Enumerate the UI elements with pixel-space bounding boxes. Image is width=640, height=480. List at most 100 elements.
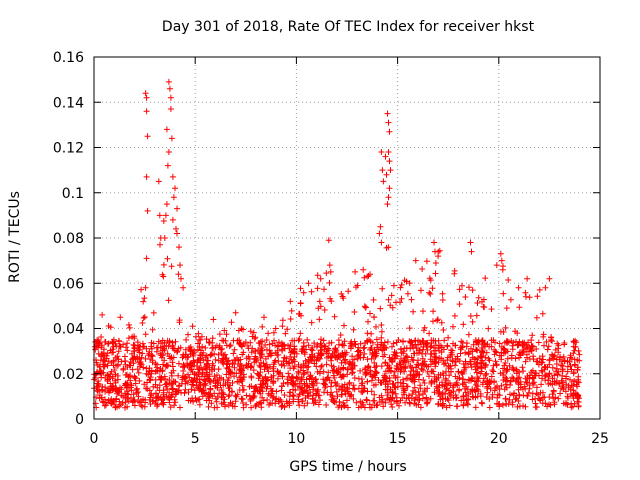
data-point xyxy=(458,338,465,345)
data-point xyxy=(462,294,469,300)
data-point xyxy=(252,334,259,341)
data-point xyxy=(427,344,434,351)
data-point xyxy=(386,185,393,192)
data-point xyxy=(146,387,153,394)
data-point xyxy=(175,360,182,367)
data-point xyxy=(481,304,488,311)
data-point xyxy=(451,270,458,277)
data-point xyxy=(216,342,223,349)
data-point xyxy=(168,135,175,142)
data-point xyxy=(125,335,132,342)
data-point xyxy=(455,368,462,375)
data-point xyxy=(549,364,556,371)
data-point xyxy=(373,363,380,370)
data-point xyxy=(477,393,484,400)
data-point xyxy=(341,357,348,364)
data-point xyxy=(411,374,418,381)
data-point xyxy=(523,351,530,358)
data-point xyxy=(351,356,358,363)
data-point xyxy=(513,395,520,402)
data-point xyxy=(489,367,496,374)
data-point xyxy=(249,395,255,402)
data-point xyxy=(335,369,342,376)
data-point xyxy=(368,355,375,362)
data-point xyxy=(469,348,476,355)
data-point xyxy=(539,375,545,382)
data-point xyxy=(296,310,303,317)
data-point xyxy=(461,364,468,371)
data-point xyxy=(131,402,138,409)
data-point xyxy=(314,368,321,375)
data-point xyxy=(340,373,347,380)
data-point xyxy=(338,290,345,297)
data-point xyxy=(250,367,257,374)
data-point xyxy=(211,373,218,380)
data-point xyxy=(314,272,321,279)
data-point xyxy=(557,390,564,397)
data-point xyxy=(355,404,362,411)
data-point xyxy=(194,346,201,353)
data-point xyxy=(386,377,393,384)
data-point xyxy=(248,363,255,370)
data-point xyxy=(257,388,264,395)
data-point xyxy=(445,334,452,341)
data-point xyxy=(389,343,395,350)
data-point xyxy=(500,372,507,378)
data-point xyxy=(284,326,291,333)
data-point xyxy=(190,357,197,364)
data-point xyxy=(450,388,457,395)
data-point xyxy=(152,381,159,388)
data-point xyxy=(348,392,355,399)
data-point xyxy=(240,371,247,378)
data-point xyxy=(415,388,422,395)
data-point xyxy=(165,149,172,155)
data-point xyxy=(317,352,324,359)
data-point xyxy=(370,382,377,389)
data-point xyxy=(477,353,484,360)
data-point xyxy=(232,309,239,316)
data-point xyxy=(198,333,205,340)
data-point xyxy=(244,364,251,371)
data-point xyxy=(367,310,373,317)
data-point xyxy=(218,350,225,357)
data-point xyxy=(129,350,135,357)
data-point xyxy=(195,369,202,376)
data-point xyxy=(194,340,201,347)
data-point xyxy=(269,400,276,407)
data-point xyxy=(145,352,152,359)
data-point xyxy=(278,361,285,368)
data-point xyxy=(402,354,409,361)
data-point xyxy=(323,402,330,408)
data-point xyxy=(396,360,403,366)
data-point xyxy=(492,348,499,355)
data-point xyxy=(416,371,423,378)
data-point xyxy=(546,356,553,363)
data-point xyxy=(575,392,582,399)
data-point xyxy=(491,387,498,394)
data-point xyxy=(480,375,487,382)
data-point xyxy=(479,298,485,305)
data-point xyxy=(570,370,577,377)
data-point xyxy=(269,395,276,401)
data-point xyxy=(243,355,250,362)
data-point xyxy=(314,388,321,395)
data-point xyxy=(516,304,523,311)
data-point xyxy=(208,400,215,407)
data-point xyxy=(165,78,172,85)
data-point xyxy=(506,362,513,369)
data-point xyxy=(440,346,447,353)
data-point xyxy=(540,356,546,363)
data-point xyxy=(139,403,146,410)
data-point xyxy=(335,404,342,411)
data-point xyxy=(194,357,201,364)
data-point xyxy=(332,345,339,352)
data-point xyxy=(198,373,205,380)
data-point xyxy=(390,340,397,347)
data-point xyxy=(191,370,198,377)
data-point xyxy=(564,401,571,408)
data-point xyxy=(211,350,218,357)
data-point xyxy=(475,377,482,384)
data-point xyxy=(220,358,226,365)
data-point xyxy=(441,361,447,368)
